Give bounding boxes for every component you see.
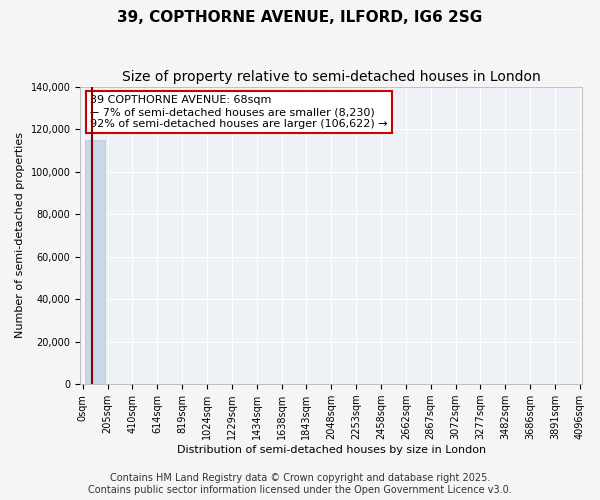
- Y-axis label: Number of semi-detached properties: Number of semi-detached properties: [15, 132, 25, 338]
- Text: 39 COPTHORNE AVENUE: 68sqm
← 7% of semi-detached houses are smaller (8,230)
92% : 39 COPTHORNE AVENUE: 68sqm ← 7% of semi-…: [91, 96, 388, 128]
- Title: Size of property relative to semi-detached houses in London: Size of property relative to semi-detach…: [122, 70, 541, 84]
- Text: 39, COPTHORNE AVENUE, ILFORD, IG6 2SG: 39, COPTHORNE AVENUE, ILFORD, IG6 2SG: [118, 10, 482, 25]
- Text: Contains HM Land Registry data © Crown copyright and database right 2025.
Contai: Contains HM Land Registry data © Crown c…: [88, 474, 512, 495]
- Bar: [85, 140, 105, 384]
- X-axis label: Distribution of semi-detached houses by size in London: Distribution of semi-detached houses by …: [177, 445, 486, 455]
